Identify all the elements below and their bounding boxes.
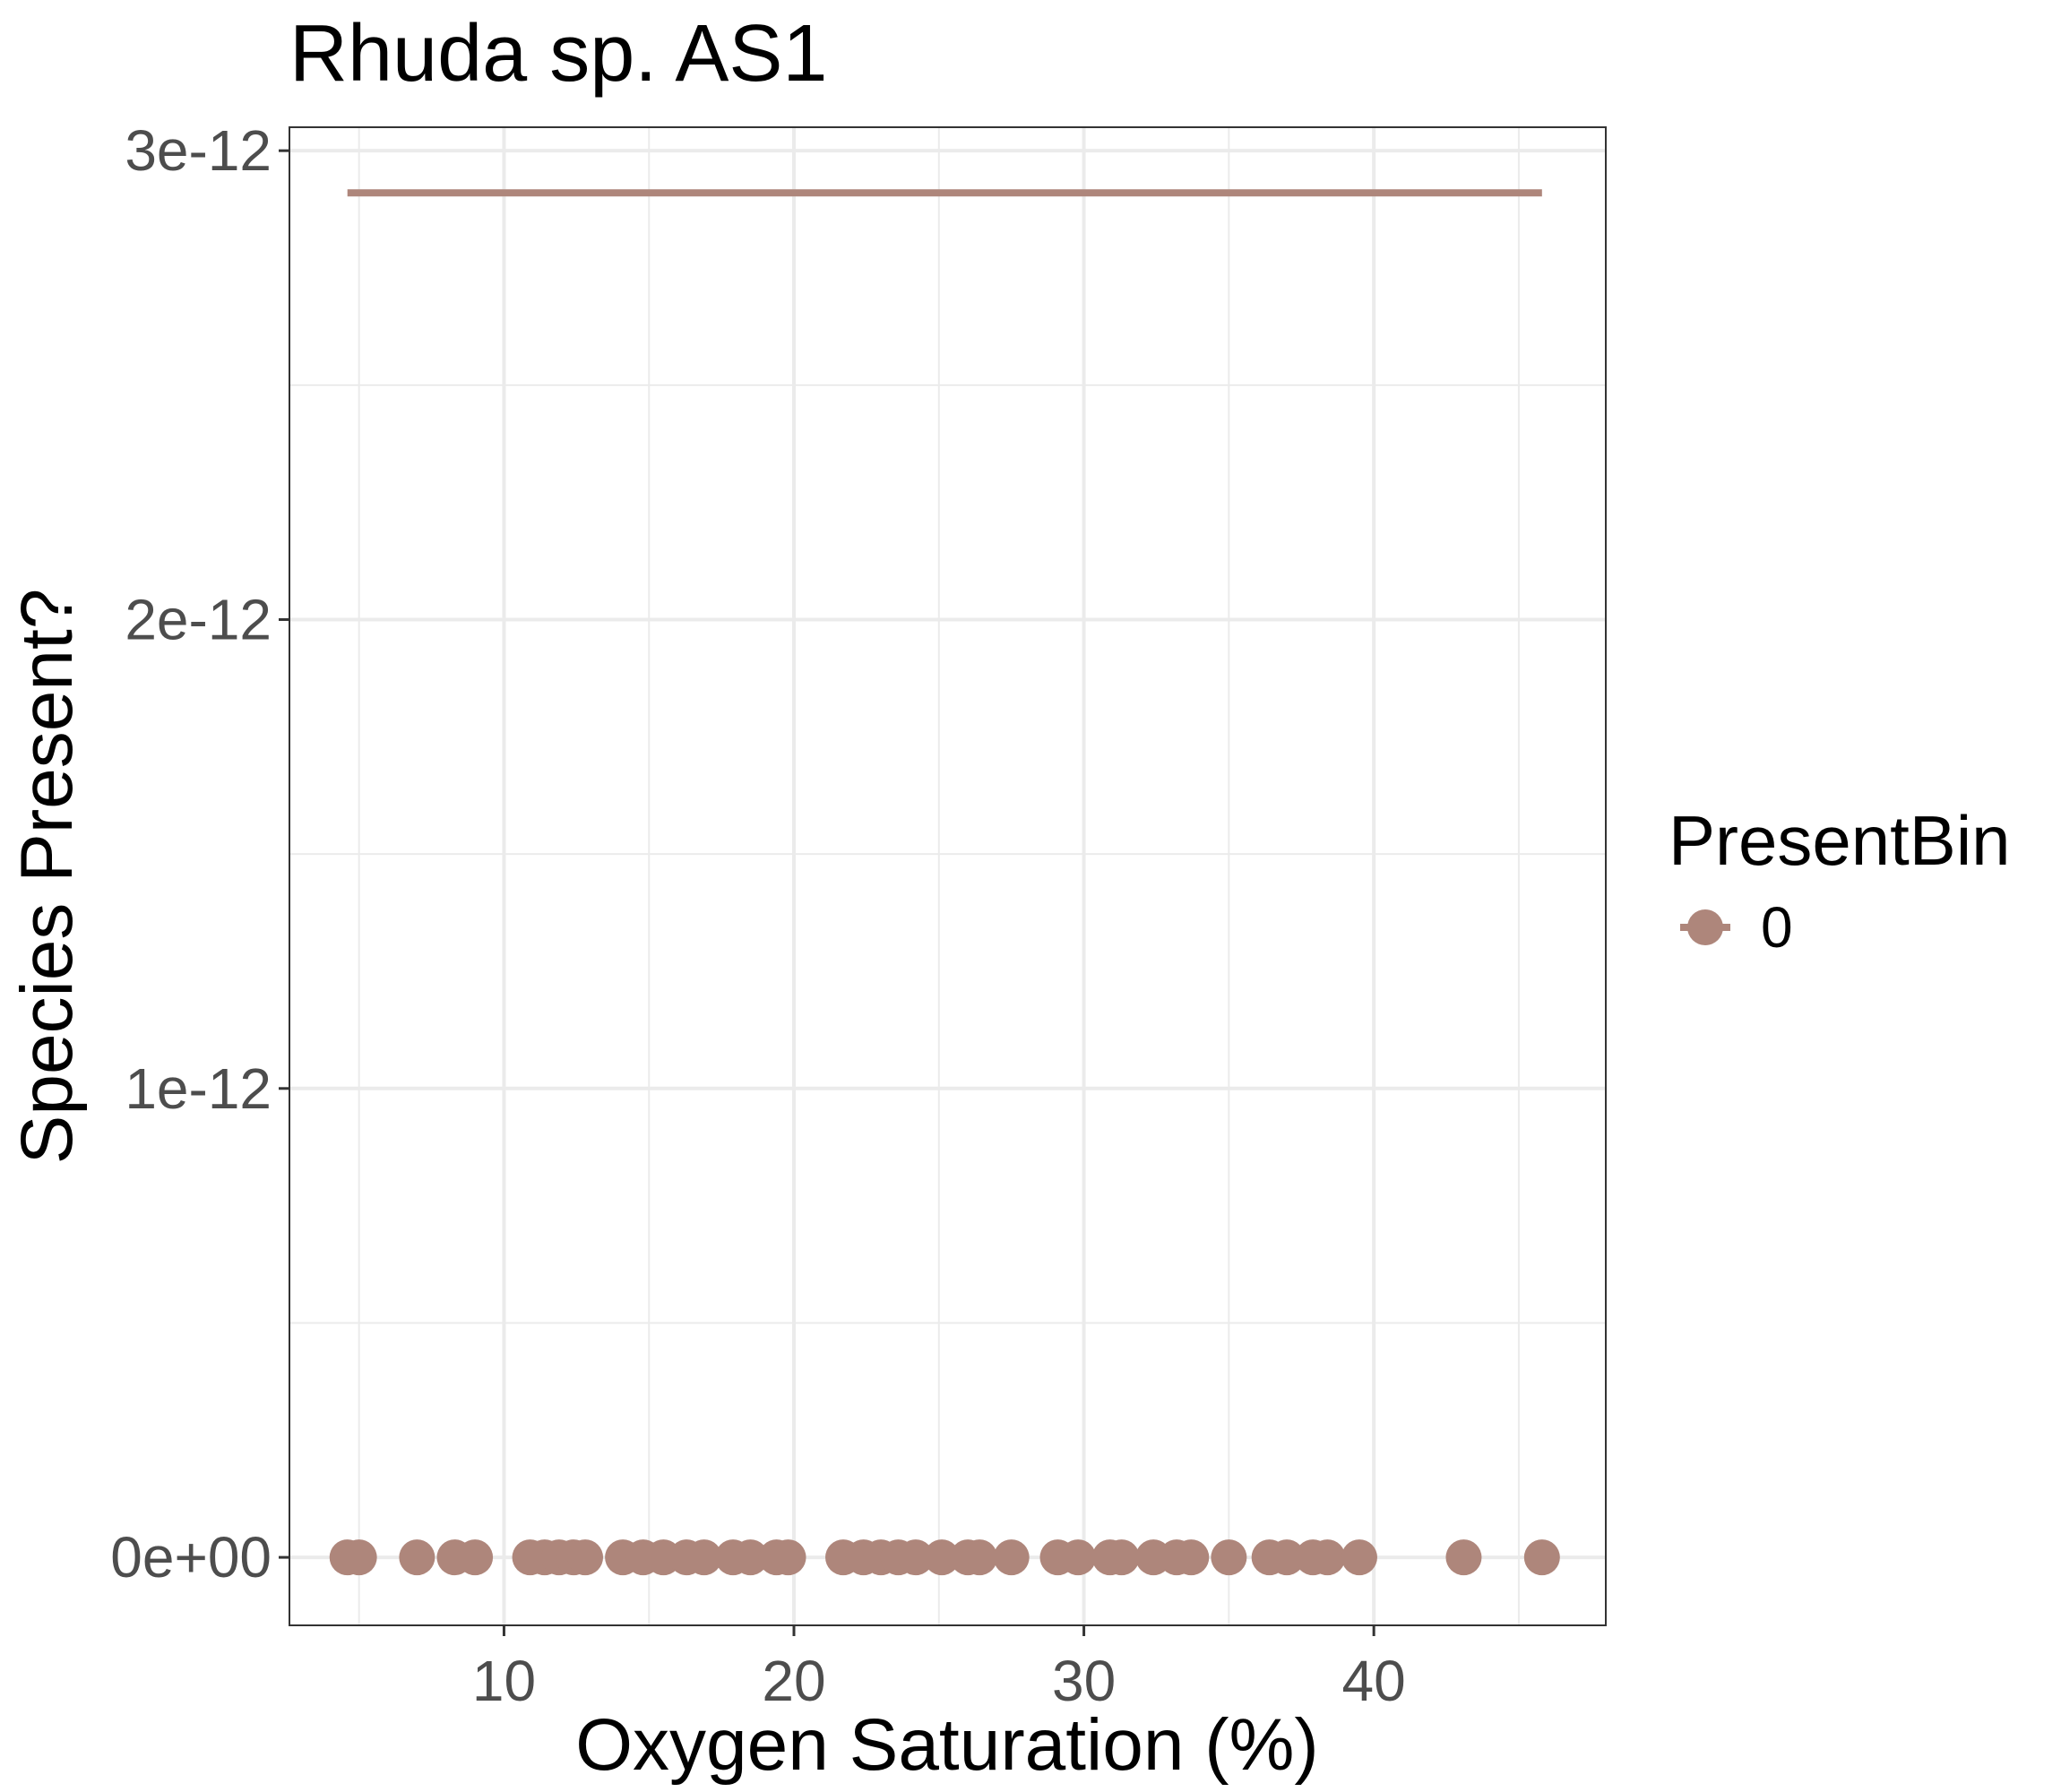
legend-entries: 0 bbox=[1680, 895, 1793, 960]
legend: PresentBin 0 bbox=[1669, 801, 2011, 960]
data-point bbox=[1173, 1539, 1210, 1576]
y-ticks: 0e+00 1e-12 2e-12 3e-12 bbox=[110, 118, 289, 1590]
x-tick-label: 40 bbox=[1342, 1649, 1406, 1713]
x-axis-label: Oxygen Saturation (%) bbox=[575, 1704, 1319, 1786]
legend-entry-label: 0 bbox=[1761, 895, 1793, 960]
chart-title: Rhuda sp. AS1 bbox=[289, 9, 827, 99]
data-point bbox=[770, 1539, 806, 1576]
data-point bbox=[962, 1539, 998, 1576]
data-point bbox=[993, 1539, 1030, 1576]
data-point bbox=[686, 1539, 722, 1576]
x-tick-label: 10 bbox=[472, 1649, 536, 1713]
data-point bbox=[1060, 1539, 1097, 1576]
y-tick-label: 1e-12 bbox=[125, 1056, 272, 1121]
data-point bbox=[1341, 1539, 1377, 1576]
data-point bbox=[924, 1539, 961, 1576]
panel-border bbox=[289, 126, 1607, 1626]
data-point bbox=[399, 1539, 435, 1576]
data-point bbox=[1269, 1539, 1306, 1576]
data-point bbox=[567, 1539, 604, 1576]
data-points bbox=[329, 1539, 1560, 1576]
y-axis-label: Species Present? bbox=[6, 589, 88, 1165]
data-point bbox=[457, 1539, 494, 1576]
data-point bbox=[1523, 1539, 1560, 1576]
grid-minor bbox=[289, 127, 1606, 1625]
grid-major bbox=[289, 127, 1606, 1625]
data-point bbox=[1445, 1539, 1482, 1576]
plot-panel bbox=[289, 126, 1607, 1626]
y-tick-label: 0e+00 bbox=[110, 1525, 272, 1590]
data-point bbox=[1211, 1539, 1247, 1576]
y-axis: 0e+00 1e-12 2e-12 3e-12 Species Present? bbox=[6, 118, 289, 1590]
x-ticks: 10 20 30 40 bbox=[472, 1625, 1406, 1713]
y-tick-label: 3e-12 bbox=[125, 118, 272, 183]
legend-point-key bbox=[1687, 909, 1723, 945]
legend-title: PresentBin bbox=[1669, 801, 2011, 880]
data-point bbox=[341, 1539, 377, 1576]
data-point bbox=[732, 1539, 769, 1576]
x-tick-label: 20 bbox=[762, 1649, 825, 1713]
x-tick-label: 30 bbox=[1052, 1649, 1116, 1713]
y-tick-label: 2e-12 bbox=[125, 587, 272, 651]
x-axis: 10 20 30 40 Oxygen Saturation (%) bbox=[472, 1625, 1406, 1786]
data-point bbox=[1309, 1539, 1346, 1576]
data-point bbox=[897, 1539, 934, 1576]
data-point bbox=[1103, 1539, 1140, 1576]
